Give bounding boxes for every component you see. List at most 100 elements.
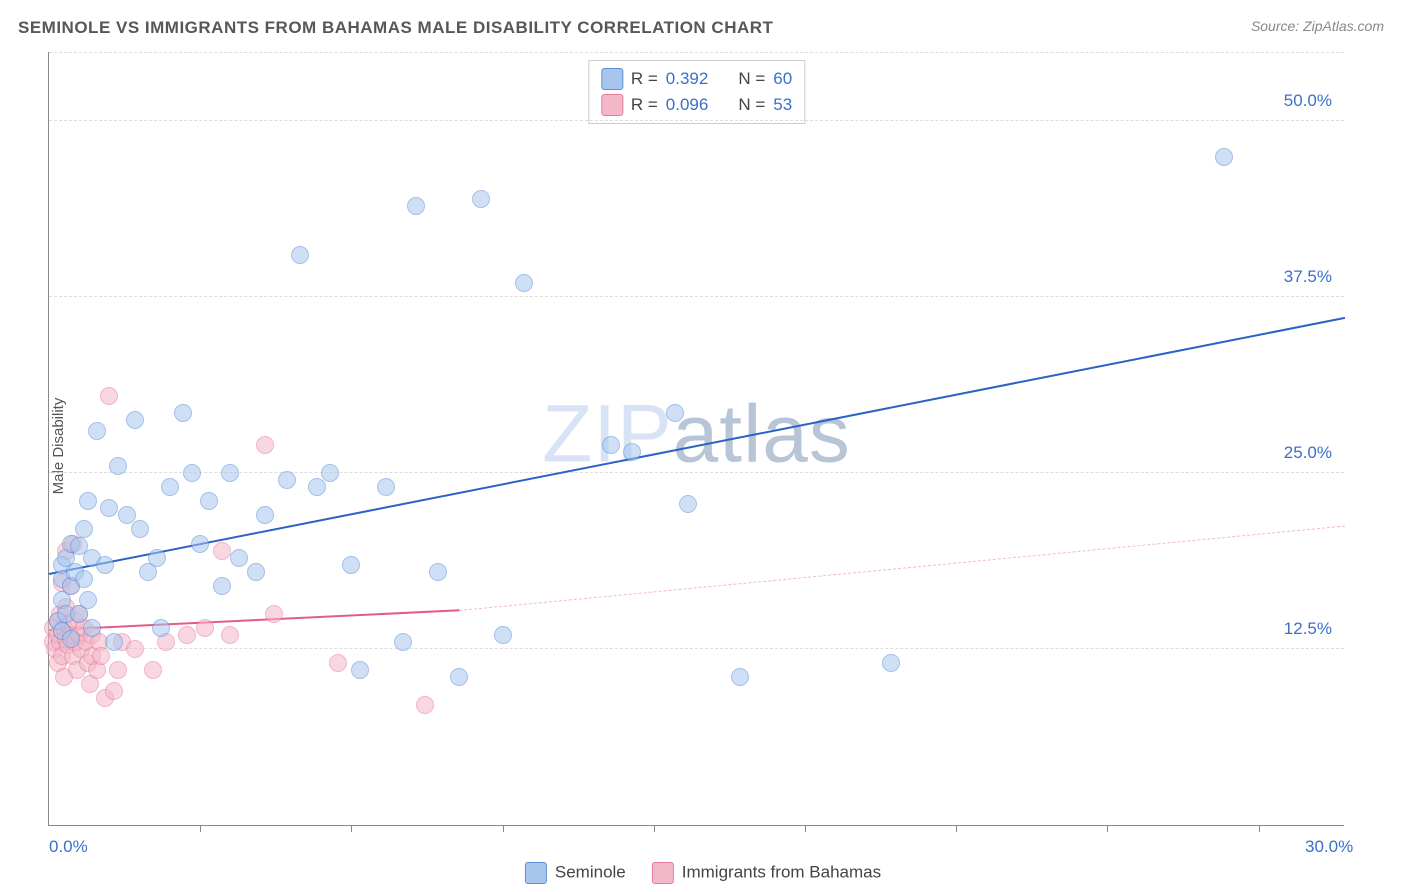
n-value-2: 53 — [773, 95, 792, 115]
square-swatch-icon — [652, 862, 674, 884]
data-point — [265, 605, 283, 623]
scatter-plot-area: ZIPatlas R = 0.392 N = 60 R = 0.096 N = … — [48, 52, 1344, 826]
data-point — [148, 549, 166, 567]
square-swatch-icon — [601, 94, 623, 116]
data-point — [351, 661, 369, 679]
series-legend: Seminole Immigrants from Bahamas — [525, 862, 881, 884]
data-point — [79, 492, 97, 510]
data-point — [416, 696, 434, 714]
data-point — [882, 654, 900, 672]
data-point — [342, 556, 360, 574]
y-tick-label: 12.5% — [1284, 619, 1332, 639]
data-point — [602, 436, 620, 454]
source-attribution: Source: ZipAtlas.com — [1251, 18, 1384, 34]
data-point — [278, 471, 296, 489]
data-point — [666, 404, 684, 422]
y-tick-label: 50.0% — [1284, 91, 1332, 111]
data-point — [131, 520, 149, 538]
data-point — [291, 246, 309, 264]
data-point — [256, 436, 274, 454]
watermark-light: ZIP — [542, 388, 673, 479]
n-value-1: 60 — [773, 69, 792, 89]
x-tick — [1107, 825, 1108, 832]
x-tick — [654, 825, 655, 832]
data-point — [731, 668, 749, 686]
y-tick-label: 37.5% — [1284, 267, 1332, 287]
data-point — [377, 478, 395, 496]
data-point — [515, 274, 533, 292]
legend-row-seminole: R = 0.392 N = 60 — [601, 66, 792, 92]
gridline — [49, 296, 1344, 297]
data-point — [75, 570, 93, 588]
x-tick — [956, 825, 957, 832]
data-point — [623, 443, 641, 461]
x-tick — [351, 825, 352, 832]
data-point — [96, 556, 114, 574]
data-point — [221, 464, 239, 482]
data-point — [200, 492, 218, 510]
data-point — [109, 457, 127, 475]
x-tick — [503, 825, 504, 832]
x-tick-label: 30.0% — [1305, 837, 1353, 857]
data-point — [92, 647, 110, 665]
data-point — [196, 619, 214, 637]
correlation-legend: R = 0.392 N = 60 R = 0.096 N = 53 — [588, 60, 805, 124]
data-point — [213, 542, 231, 560]
data-point — [191, 535, 209, 553]
data-point — [394, 633, 412, 651]
data-point — [230, 549, 248, 567]
square-swatch-icon — [525, 862, 547, 884]
gridline — [49, 120, 1344, 121]
data-point — [83, 619, 101, 637]
data-point — [247, 563, 265, 581]
data-point — [256, 506, 274, 524]
data-point — [1215, 148, 1233, 166]
gridline — [49, 52, 1344, 53]
data-point — [407, 197, 425, 215]
data-point — [79, 591, 97, 609]
trend-line — [459, 526, 1345, 611]
data-point — [126, 640, 144, 658]
trend-line — [49, 316, 1345, 574]
data-point — [75, 520, 93, 538]
data-point — [429, 563, 447, 581]
data-point — [152, 619, 170, 637]
x-tick-label: 0.0% — [49, 837, 88, 857]
data-point — [62, 630, 80, 648]
data-point — [88, 422, 106, 440]
data-point — [494, 626, 512, 644]
data-point — [178, 626, 196, 644]
data-point — [105, 633, 123, 651]
data-point — [109, 661, 127, 679]
data-point — [183, 464, 201, 482]
trend-line — [49, 609, 459, 631]
r-value-1: 0.392 — [666, 69, 709, 89]
gridline — [49, 648, 1344, 649]
gridline — [49, 472, 1344, 473]
data-point — [144, 661, 162, 679]
data-point — [100, 499, 118, 517]
x-tick — [200, 825, 201, 832]
legend-item-seminole: Seminole — [525, 862, 626, 884]
data-point — [221, 626, 239, 644]
data-point — [100, 387, 118, 405]
data-point — [329, 654, 347, 672]
data-point — [308, 478, 326, 496]
y-tick-label: 25.0% — [1284, 443, 1332, 463]
data-point — [450, 668, 468, 686]
r-value-2: 0.096 — [666, 95, 709, 115]
square-swatch-icon — [601, 68, 623, 90]
data-point — [174, 404, 192, 422]
data-point — [679, 495, 697, 513]
chart-title: SEMINOLE VS IMMIGRANTS FROM BAHAMAS MALE… — [18, 18, 773, 38]
data-point — [126, 411, 144, 429]
data-point — [321, 464, 339, 482]
data-point — [105, 682, 123, 700]
data-point — [472, 190, 490, 208]
legend-row-bahamas: R = 0.096 N = 53 — [601, 92, 792, 118]
data-point — [213, 577, 231, 595]
data-point — [161, 478, 179, 496]
legend-item-bahamas: Immigrants from Bahamas — [652, 862, 881, 884]
x-tick — [805, 825, 806, 832]
x-tick — [1259, 825, 1260, 832]
